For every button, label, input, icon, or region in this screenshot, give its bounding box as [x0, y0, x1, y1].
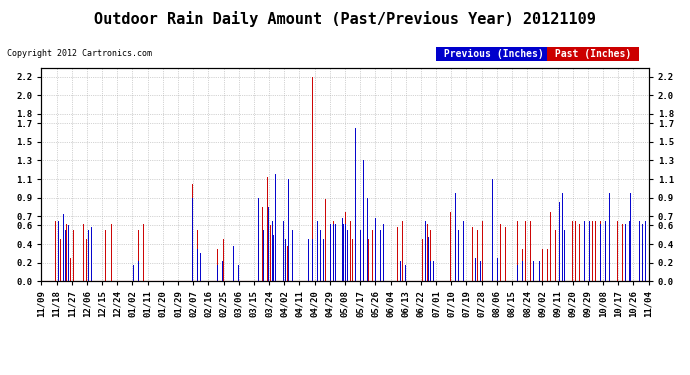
- Text: Previous (Inches): Previous (Inches): [438, 49, 550, 59]
- Text: Past (Inches): Past (Inches): [549, 49, 637, 59]
- Text: Copyright 2012 Cartronics.com: Copyright 2012 Cartronics.com: [7, 49, 152, 58]
- Text: Outdoor Rain Daily Amount (Past/Previous Year) 20121109: Outdoor Rain Daily Amount (Past/Previous…: [94, 11, 596, 27]
